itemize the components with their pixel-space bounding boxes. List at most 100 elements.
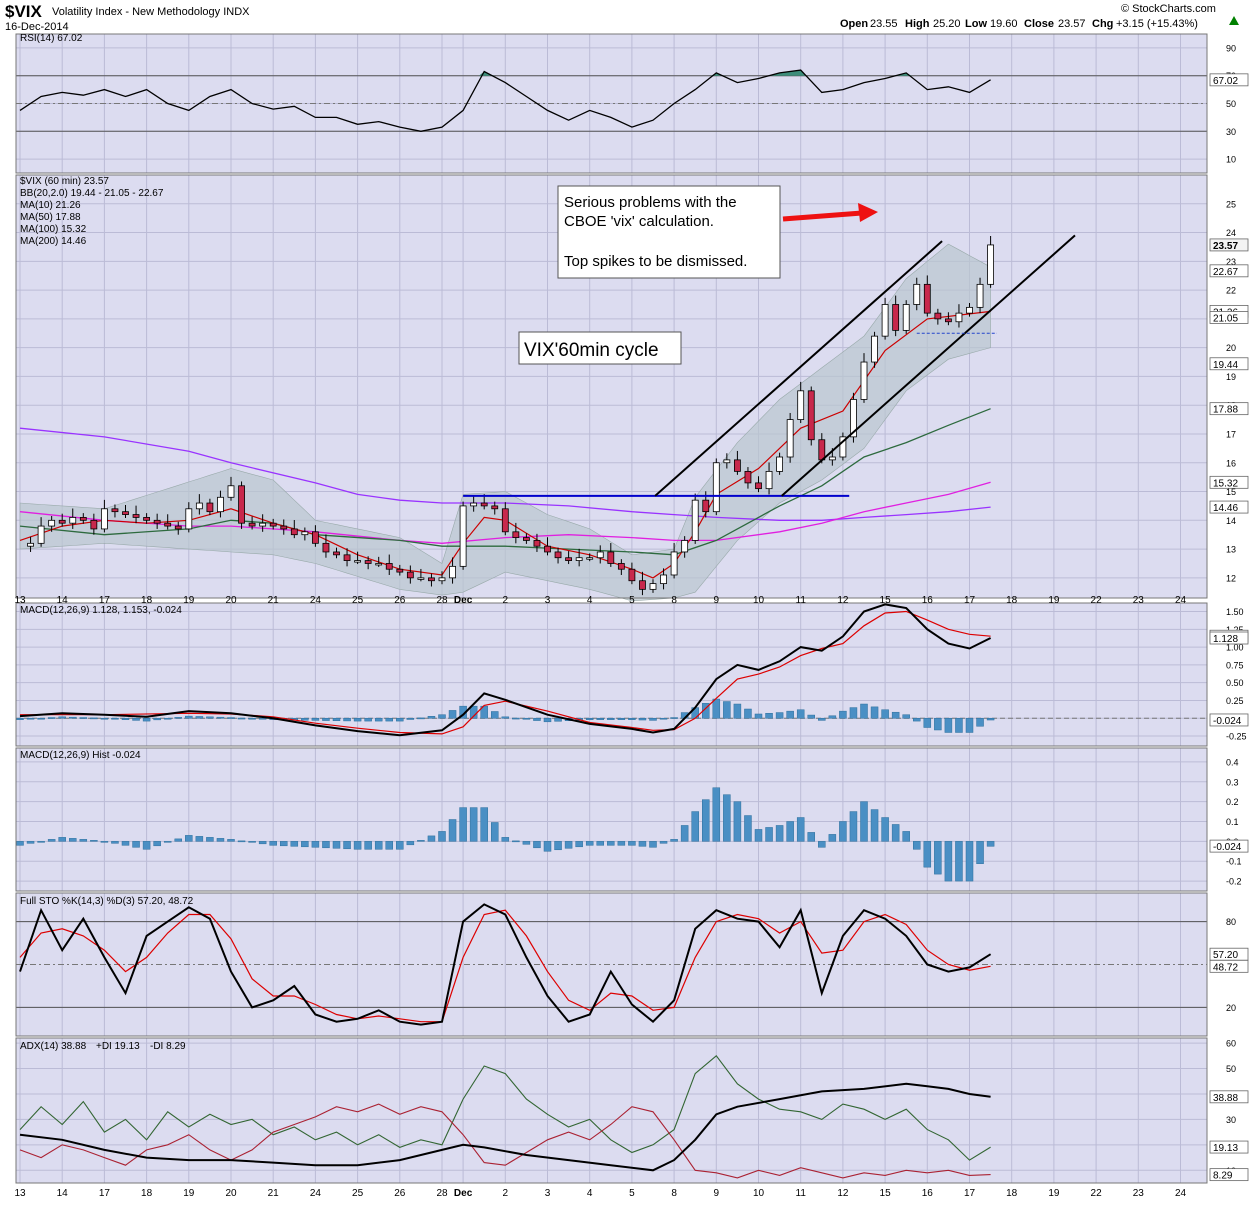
macd-hist-bar <box>754 713 763 719</box>
callout-box: Serious problems with the CBOE 'vix' cal… <box>557 185 781 279</box>
hist-tick-label: -0.2 <box>1226 877 1242 887</box>
macd-hist-bar <box>47 717 56 719</box>
candle-body <box>902 304 910 331</box>
macd-hist-bar <box>26 718 35 720</box>
macd-hist-bar <box>374 718 383 722</box>
hist-bar <box>775 825 784 842</box>
hist-bar <box>480 807 488 842</box>
candle-body <box>470 502 478 507</box>
x-axis-label-bottom: 21 <box>268 1188 280 1199</box>
x-axis-label-mid: 23 <box>1133 595 1145 606</box>
candle-body <box>406 571 414 579</box>
hist-bar <box>469 807 478 842</box>
macd-hist-bar <box>216 716 225 719</box>
candle-body <box>58 519 66 524</box>
hist-bar <box>90 840 98 842</box>
x-axis-label-mid: 18 <box>141 595 153 606</box>
macd-value-label-box <box>1209 631 1249 645</box>
candle-body <box>375 563 383 566</box>
candle-body <box>755 482 762 490</box>
macd-hist-bar <box>796 709 805 719</box>
macd-hist-bar <box>786 710 794 719</box>
candle-body <box>544 545 551 553</box>
price-value-label-box <box>1209 357 1249 371</box>
rsi-tick-label: 50 <box>1226 99 1236 109</box>
macd-hist-bar <box>111 718 119 720</box>
candle-body <box>480 502 488 507</box>
adx-tick-label: 30 <box>1226 1115 1236 1125</box>
hist-bar <box>913 841 921 850</box>
x-axis-label-bottom: 25 <box>352 1188 364 1199</box>
x-axis-label-mid: 28 <box>436 595 448 606</box>
adx-legend: ADX(14) 38.88 +DI 19.13 -DI 8.29 <box>20 1041 186 1052</box>
x-axis-label-mid: 21 <box>268 595 280 606</box>
macd-hist-bar <box>248 718 256 720</box>
hist-bar <box>258 841 267 845</box>
candle-body <box>322 542 330 553</box>
hist-bar <box>100 841 109 843</box>
hist-bar <box>680 825 689 842</box>
hist-bar <box>396 841 404 850</box>
hist-bar <box>807 832 815 842</box>
macd-hist-bar <box>37 718 45 720</box>
x-axis-label-bottom: 19 <box>183 1188 195 1199</box>
macd-hist-bar <box>343 718 351 722</box>
macd-hist-bar <box>818 718 826 721</box>
macd-hist-bar <box>163 718 172 720</box>
callout-line-1: Serious problems with the <box>564 194 737 211</box>
rsi-legend: RSI(14) 67.02 <box>20 33 83 44</box>
channel-lower-line <box>781 234 1076 497</box>
macd-hist-bar <box>902 714 910 719</box>
adx-tick-label: 50 <box>1226 1064 1236 1074</box>
macd-hist-bar <box>100 718 109 720</box>
candle-body <box>945 318 952 323</box>
candle-body <box>311 531 319 544</box>
hist-bar <box>934 841 942 875</box>
candle-body <box>132 514 140 518</box>
hist-bar <box>796 817 805 842</box>
macd-hist-bar <box>670 717 678 719</box>
watermark: © StockCharts.com <box>1121 3 1216 15</box>
price-tick-label: 22 <box>1226 286 1236 296</box>
rsi-tick-label: 10 <box>1226 155 1236 165</box>
cycle-label-rect <box>518 331 682 365</box>
candle-body <box>217 496 224 513</box>
hist-bar <box>427 835 436 842</box>
hist-bar <box>828 834 837 842</box>
x-axis-label-mid: 24 <box>310 595 322 606</box>
hist-bar <box>343 841 351 850</box>
price-value-label-box <box>1209 402 1249 416</box>
rsi-value-label: 67.02 <box>1213 76 1238 87</box>
x-axis-label-bottom: 9 <box>714 1188 720 1199</box>
macd-hist-bar <box>828 715 837 719</box>
candle-body <box>143 517 151 521</box>
chart-date: 16-Dec-2014 <box>5 21 69 33</box>
sto-tick-label: 80 <box>1226 917 1236 927</box>
bollinger-band <box>19 243 991 602</box>
macd-hist-bar <box>491 711 499 719</box>
candle-body <box>586 557 594 560</box>
macd-hist-bar <box>301 718 309 721</box>
adx-legend-main: ADX(14) 38.88 <box>20 1041 87 1052</box>
macd-hist-bar <box>585 718 594 720</box>
x-axis-label-bottom: 12 <box>837 1188 849 1199</box>
hist-bar <box>638 841 647 847</box>
price-legend-main: $VIX (60 min) 23.57 <box>20 176 109 187</box>
macd-hist-bar <box>596 718 604 720</box>
x-axis-label-bottom: 5 <box>629 1188 635 1199</box>
candle-body <box>248 522 256 527</box>
candle-body <box>449 565 456 579</box>
macd-tick-label: 1.50 <box>1226 607 1244 617</box>
hist-bar <box>723 794 731 842</box>
x-axis-label-bottom: 19 <box>1048 1188 1060 1199</box>
macd-hist-bar <box>396 718 404 722</box>
x-axis-label-bottom: 22 <box>1091 1188 1103 1199</box>
x-axis-label-mid: 2 <box>503 595 509 606</box>
macd-hist-bar <box>438 714 446 719</box>
price-value-label-box <box>1209 500 1249 514</box>
hist-bar <box>301 841 309 848</box>
hist-bar <box>332 841 341 849</box>
hist-bar <box>142 841 151 850</box>
candle-body <box>955 312 963 323</box>
panels-layer: 907050301025242322212019181716151413121.… <box>14 33 1249 1199</box>
